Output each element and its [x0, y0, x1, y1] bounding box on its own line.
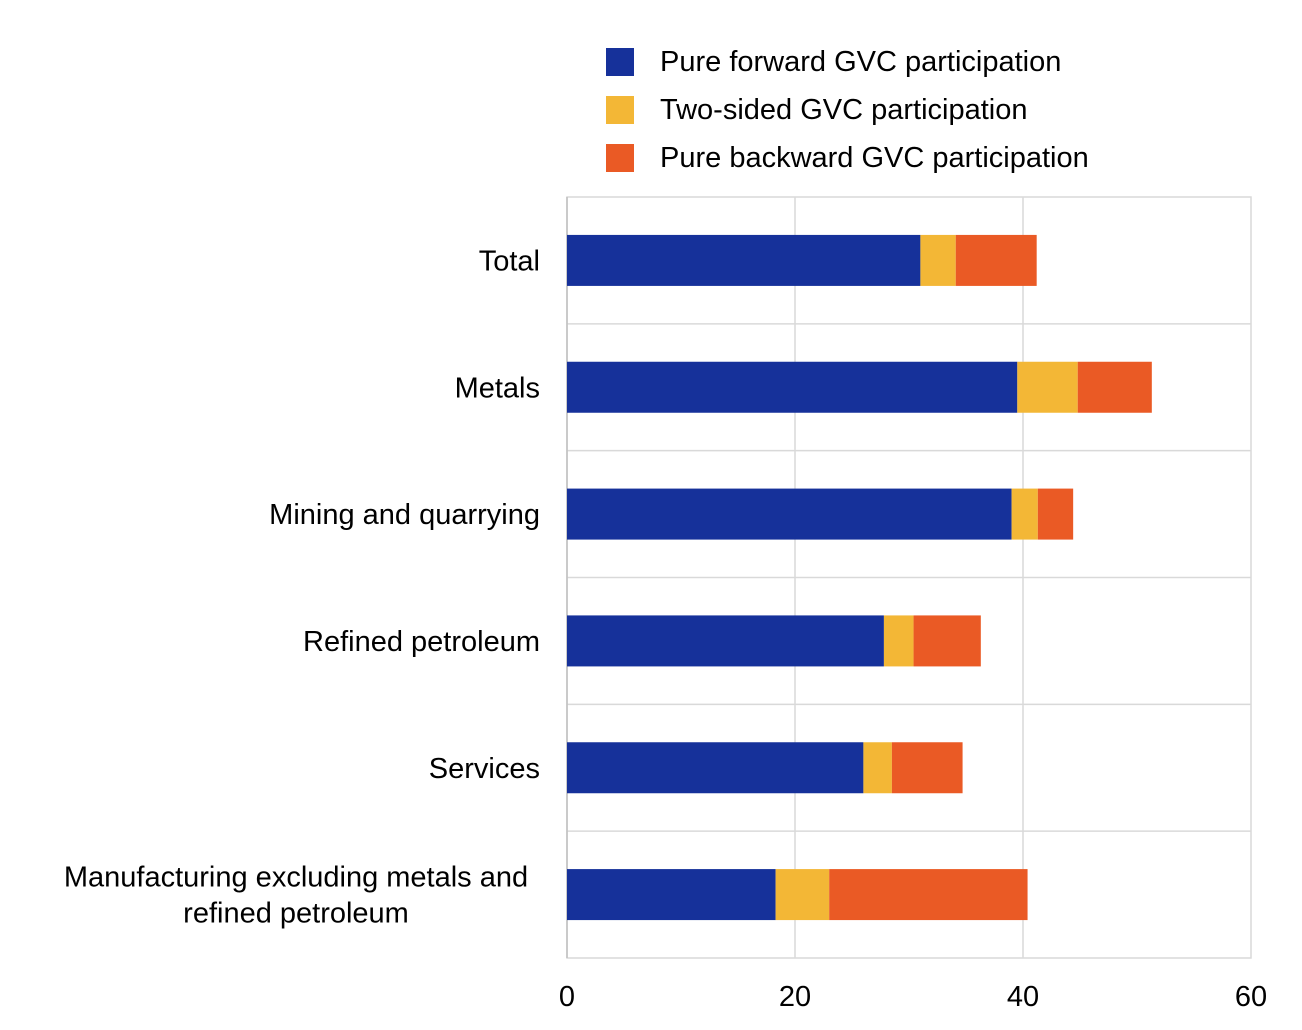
bar-segment [567, 742, 864, 794]
legend-label: Pure backward GVC participation [660, 141, 1089, 174]
category-label: Total [479, 245, 540, 277]
legend-item-two-sided: Two-sided GVC participation [606, 86, 1089, 134]
bar-segment [567, 234, 921, 286]
bars [567, 234, 1152, 921]
category-label: Mining and quarrying [269, 499, 540, 531]
legend: Pure forward GVC participation Two-sided… [606, 38, 1089, 182]
bar-segment [955, 234, 1037, 286]
legend-item-pure-forward: Pure forward GVC participation [606, 38, 1089, 86]
bar-segment [567, 615, 884, 667]
bar-segment [567, 361, 1018, 413]
category-label: Refined petroleum [303, 626, 540, 658]
x-tick-label: 40 [1007, 981, 1039, 1013]
bar-segment [891, 742, 963, 794]
category-label: Metals [455, 372, 540, 404]
category-label: Services [429, 753, 540, 785]
legend-label: Two-sided GVC participation [660, 93, 1028, 126]
bar-segment [567, 488, 1012, 540]
category-label-line: Manufacturing excluding metals and [64, 862, 528, 894]
bar-segment [913, 615, 981, 667]
legend-item-pure-backward: Pure backward GVC participation [606, 134, 1089, 182]
category-labels: Total Metals Mining and quarrying Refined p… [64, 245, 540, 929]
bar-segment [863, 742, 892, 794]
legend-swatch [606, 48, 634, 76]
legend-swatch [606, 96, 634, 124]
legend-label: Pure forward GVC participation [660, 45, 1062, 78]
category-label: Manufacturing excluding metals and refine… [64, 862, 528, 930]
category-label-line: refined petroleum [183, 898, 409, 930]
x-tick-label: 60 [1235, 981, 1267, 1013]
x-axis-tick-labels: 0 20 40 60 [559, 981, 1267, 1013]
x-tick-label: 20 [779, 981, 811, 1013]
x-tick-label: 0 [559, 981, 575, 1013]
bar-segment [1011, 488, 1038, 540]
bar-segment [883, 615, 914, 667]
legend-swatch [606, 144, 634, 172]
bar-segment [775, 869, 830, 921]
bar-segment [920, 234, 956, 286]
bar-segment [829, 869, 1028, 921]
bar-segment [567, 869, 776, 921]
bar-segment [1077, 361, 1152, 413]
grid [566, 196, 1252, 959]
bar-segment [1017, 361, 1078, 413]
bar-segment [1037, 488, 1074, 540]
